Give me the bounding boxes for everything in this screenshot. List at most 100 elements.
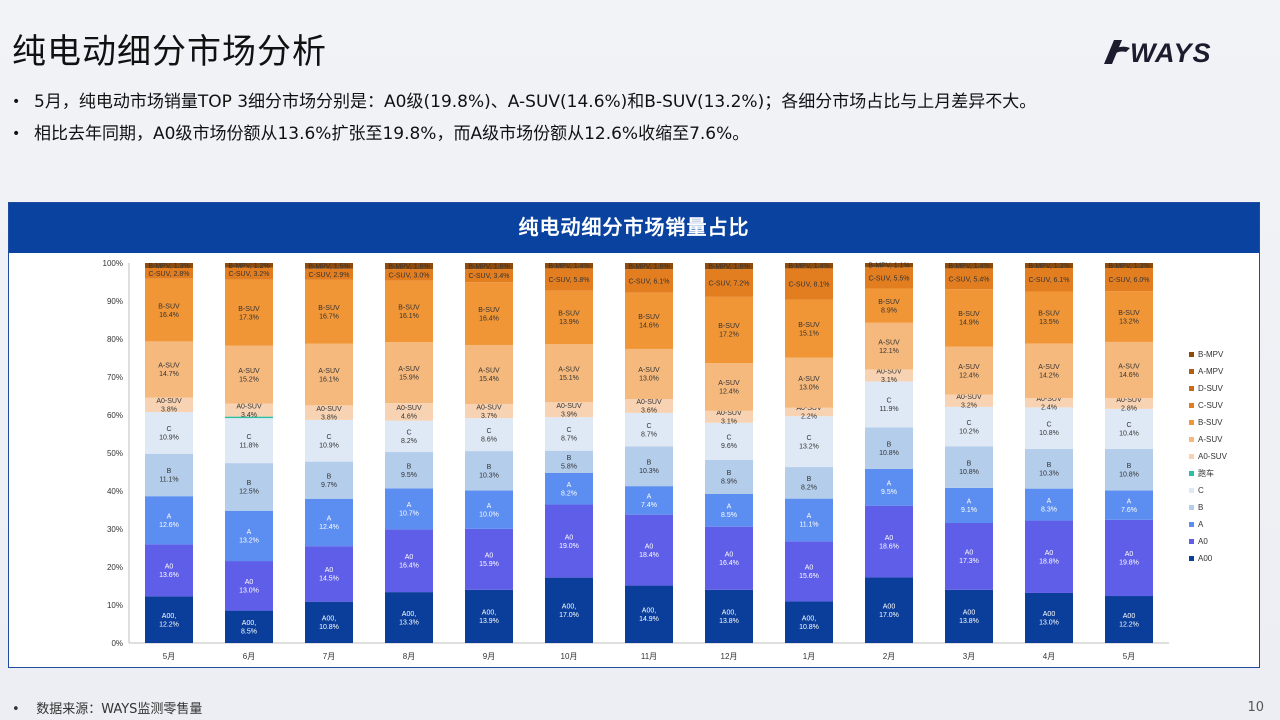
bar-segment bbox=[305, 263, 353, 269]
data-label-line: 9.7% bbox=[321, 482, 337, 489]
data-label-line: C-SUV, 5.4% bbox=[949, 276, 990, 283]
data-label-line: B-MPV, 1.5% bbox=[308, 263, 349, 270]
data-label: A00, 10.8% bbox=[799, 615, 819, 631]
data-label-line: A0-SUV bbox=[476, 404, 502, 411]
x-tick-label: 11月 bbox=[641, 652, 657, 661]
data-label-line: C-SUV, 6.1% bbox=[629, 278, 670, 285]
data-label-line: 9.5% bbox=[401, 472, 417, 479]
bar-segment bbox=[545, 473, 593, 505]
data-label-line: 14.5% bbox=[319, 576, 339, 583]
data-label: C-SUV, 6.0% bbox=[1109, 277, 1150, 284]
data-label-line: B-MPV, 1.3% bbox=[148, 263, 189, 270]
data-label-line: C bbox=[166, 426, 171, 433]
data-source-text: 数据来源：WAYS监测零售量 bbox=[36, 702, 203, 717]
bar-segment bbox=[1105, 263, 1153, 269]
data-label-line: B-MPV, 1.1% bbox=[868, 263, 909, 270]
data-label: B-SUV 16.1% bbox=[398, 305, 420, 321]
data-label: B 10.3% bbox=[1039, 462, 1059, 478]
bar-segment bbox=[1025, 407, 1073, 449]
data-label-line: B bbox=[567, 455, 572, 462]
bar-segment bbox=[465, 269, 513, 283]
bar-segment bbox=[145, 412, 193, 454]
bar-segment bbox=[385, 342, 433, 404]
data-label-line: 12.4% bbox=[719, 389, 739, 396]
legend-label: A00 bbox=[1198, 554, 1213, 563]
data-label-line: C-SUV, 2.9% bbox=[309, 272, 350, 279]
bar-segment bbox=[465, 263, 513, 270]
x-tick-label: 1月 bbox=[803, 652, 815, 661]
data-label: A 8.3% bbox=[1041, 498, 1057, 514]
x-tick-label: 9月 bbox=[483, 652, 495, 661]
x-tick-label: 3月 bbox=[963, 652, 975, 661]
data-label-line: A0-SUV bbox=[796, 405, 822, 412]
legend-swatch bbox=[1189, 420, 1194, 425]
data-label: C-SUV, 5.5% bbox=[869, 275, 910, 282]
data-label: A00, 12.2% bbox=[159, 613, 179, 629]
data-label-line: 10.0% bbox=[479, 511, 499, 518]
bar-segment bbox=[225, 279, 273, 346]
data-label-line: 10.8% bbox=[319, 624, 339, 631]
data-label: A0 18.8% bbox=[1039, 550, 1059, 566]
data-label: B-MPV, 1.4% bbox=[788, 263, 829, 270]
data-label-line: A bbox=[247, 529, 252, 536]
x-tick-label: 6月 bbox=[243, 652, 255, 661]
data-label-line: 15.2% bbox=[239, 376, 259, 383]
bar-segment bbox=[865, 505, 913, 578]
data-label: B 10.3% bbox=[639, 460, 659, 476]
data-label-line: 13.0% bbox=[239, 588, 259, 595]
bar-segment bbox=[785, 601, 833, 643]
data-label-line: A0-SUV bbox=[236, 403, 262, 410]
data-label-line: C-SUV, 7.2% bbox=[709, 281, 750, 288]
data-label: A 13.2% bbox=[239, 529, 259, 545]
data-label-line: A0 bbox=[965, 550, 974, 557]
data-label: A0 16.4% bbox=[719, 552, 739, 568]
data-label-line: 16.4% bbox=[399, 562, 419, 569]
data-label-line: A00, bbox=[402, 611, 416, 618]
data-label: B 12.5% bbox=[239, 480, 259, 496]
data-label-line: A0 bbox=[1125, 551, 1134, 558]
data-label: C 13.2% bbox=[799, 435, 819, 451]
data-label: A-SUV 14.7% bbox=[158, 363, 180, 379]
bar-segment bbox=[625, 486, 673, 515]
data-label: B-MPV, 1.3% bbox=[148, 263, 189, 270]
data-label: B-SUV 16.4% bbox=[158, 303, 180, 319]
bar-segment bbox=[865, 577, 913, 643]
y-tick-label: 20% bbox=[107, 563, 123, 572]
data-label-line: A0 bbox=[165, 564, 174, 571]
data-label-line: 3.8% bbox=[321, 414, 337, 421]
data-label-line: A00, bbox=[322, 616, 336, 623]
data-label: A00 17.0% bbox=[879, 603, 899, 619]
data-label-line: 14.9% bbox=[959, 320, 979, 327]
bar-segment bbox=[225, 263, 273, 268]
bullet-text: 相比去年同期，A0级市场份额从13.6%扩张至19.8%，而A级市场份额从12.… bbox=[34, 124, 750, 144]
data-label: A-SUV 12.4% bbox=[718, 380, 740, 396]
data-label-line: B bbox=[167, 468, 172, 475]
data-label: A 7.6% bbox=[1121, 498, 1137, 514]
data-label-line: A bbox=[567, 482, 572, 489]
data-label-line: 8.7% bbox=[641, 431, 657, 438]
data-label-line: A00, bbox=[722, 610, 736, 617]
bar-segment bbox=[865, 469, 913, 506]
bar-segment bbox=[705, 363, 753, 411]
data-label-line: A bbox=[327, 516, 332, 523]
data-label-line: A0-SUV bbox=[156, 398, 182, 405]
legend-swatch bbox=[1189, 369, 1194, 374]
data-label-line: B-MPV, 1.4% bbox=[548, 263, 589, 270]
bar-segment bbox=[1105, 291, 1153, 342]
data-label: A-SUV 15.2% bbox=[238, 368, 260, 384]
data-label-line: A bbox=[887, 481, 892, 488]
bar-segment bbox=[945, 487, 993, 524]
data-label-line: B-SUV bbox=[478, 307, 500, 314]
bar-segment bbox=[625, 446, 673, 487]
bar-segment bbox=[385, 269, 433, 281]
data-label: C 10.9% bbox=[159, 426, 179, 442]
data-label-line: 3.7% bbox=[481, 413, 497, 420]
data-label: A-SUV 16.1% bbox=[318, 368, 340, 384]
data-label-line: 17.2% bbox=[719, 332, 739, 339]
data-label-line: 10.8% bbox=[959, 469, 979, 476]
data-label-line: C bbox=[1046, 421, 1051, 428]
data-label: B-MPV, 1.1% bbox=[868, 263, 909, 270]
bar-segment bbox=[465, 490, 513, 529]
bar-segment bbox=[225, 561, 273, 611]
bar-segment bbox=[225, 403, 273, 417]
